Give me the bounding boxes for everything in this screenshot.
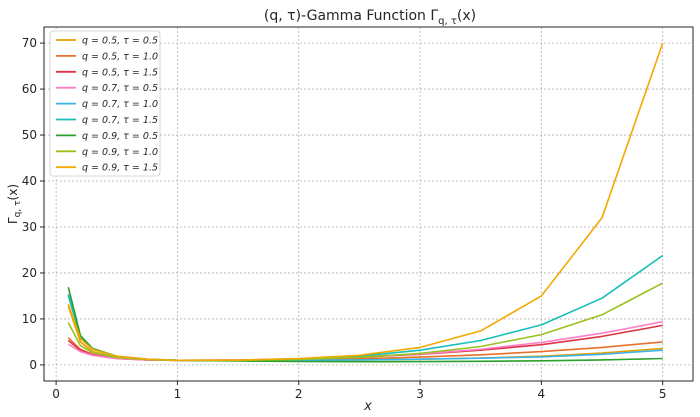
y-ticks: 0 10 20 30 40 50 60 70 bbox=[22, 36, 44, 372]
x-tick-label: 3 bbox=[416, 387, 424, 401]
x-tick-label: 1 bbox=[174, 387, 182, 401]
x-ticks: 0 1 2 3 4 5 bbox=[52, 381, 666, 401]
y-tick-label: 0 bbox=[29, 358, 37, 372]
x-axis-label: x bbox=[363, 399, 372, 414]
legend-box bbox=[49, 30, 161, 177]
y-tick-label: 70 bbox=[22, 36, 37, 50]
y-axis-label-main: Γ bbox=[6, 217, 20, 224]
series-line-9 bbox=[67, 42, 664, 362]
legend: q = 0.5, τ = 0.5 q = 0.5, τ = 1.0 q = 0.5,… bbox=[49, 30, 161, 177]
chart-title: (q, τ)-Gamma Function Γq, τ(x) bbox=[264, 8, 476, 27]
y-axis-label: Γq, τ(x) bbox=[6, 184, 23, 224]
y-tick-label: 50 bbox=[22, 128, 37, 142]
y-tick-label: 60 bbox=[22, 82, 37, 96]
y-tick-label: 10 bbox=[22, 312, 37, 326]
legend-label: q = 0.9, τ = 0.5 bbox=[82, 131, 158, 142]
series-lines bbox=[67, 42, 664, 363]
x-tick-label: 4 bbox=[538, 387, 546, 401]
x-tick-label: 2 bbox=[295, 387, 303, 401]
x-tick-label: 5 bbox=[659, 387, 667, 401]
legend-label: q = 0.7, τ = 0.5 bbox=[82, 83, 158, 94]
y-tick-label: 30 bbox=[22, 220, 37, 234]
legend-label: q = 0.7, τ = 1.0 bbox=[82, 99, 158, 110]
y-tick-label: 20 bbox=[22, 266, 37, 280]
y-axis-label-sub: q, τ bbox=[13, 200, 23, 217]
x-tick-label: 0 bbox=[52, 387, 60, 401]
legend-label: q = 0.5, τ = 0.5 bbox=[82, 36, 158, 47]
legend-label: q = 0.9, τ = 1.0 bbox=[82, 147, 158, 158]
legend-label: q = 0.7, τ = 1.5 bbox=[82, 115, 158, 126]
y-tick-label: 40 bbox=[22, 174, 37, 188]
y-axis-label-tail: (x) bbox=[6, 184, 20, 200]
legend-label: q = 0.5, τ = 1.0 bbox=[82, 51, 158, 62]
chart-title-tail: (x) bbox=[457, 8, 476, 24]
legend-label: q = 0.5, τ = 1.5 bbox=[82, 67, 158, 78]
plot-frame bbox=[43, 26, 694, 382]
chart-title-main: (q, τ)-Gamma Function Γ bbox=[264, 8, 438, 24]
chart-title-sub: q, τ bbox=[438, 16, 457, 27]
legend-label: q = 0.9, τ = 1.5 bbox=[82, 163, 158, 174]
